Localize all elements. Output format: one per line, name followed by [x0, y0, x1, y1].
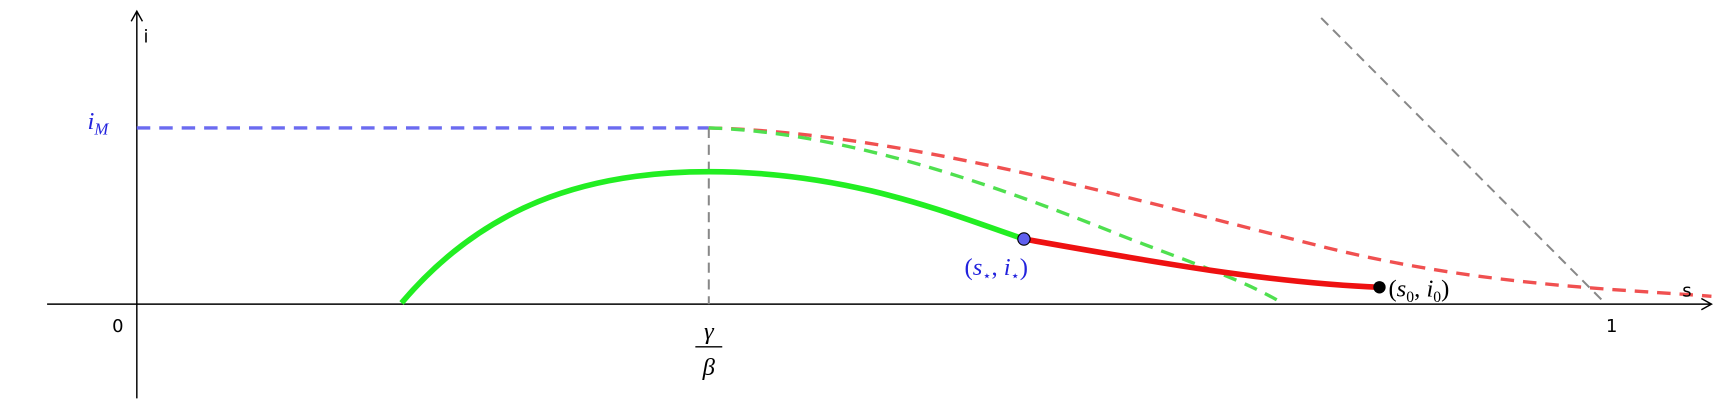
var: i [1004, 254, 1011, 281]
threshold-numerator: γ [704, 318, 715, 345]
red-dashed-trajectory [708, 126, 1712, 298]
sub: ⋆ [1011, 269, 1020, 285]
i-max-sub: M [93, 120, 109, 139]
star-point-label: (s⋆, i⋆) [965, 254, 1029, 285]
var: i [1426, 275, 1433, 302]
paren: ) [1020, 254, 1028, 281]
i-max-label: iM [87, 108, 109, 139]
initial-point-label: (s0, i0) [1388, 275, 1449, 306]
x-axis-label: s [1682, 280, 1691, 301]
paren: ( [1388, 275, 1396, 302]
comma: , [991, 254, 1003, 281]
paren: ) [1441, 275, 1449, 302]
red-trajectory [1023, 236, 1380, 291]
star-point [1017, 232, 1031, 246]
comma: , [1414, 275, 1426, 302]
green-trajectory [399, 168, 1025, 305]
var: s [1397, 275, 1407, 302]
threshold-denominator: β [702, 354, 716, 381]
sub: 0 [1406, 289, 1414, 306]
green-dashed-trajectory [708, 126, 1286, 306]
origin-label: 0 [112, 316, 123, 337]
x-one-label: 1 [1606, 316, 1617, 337]
initial-point [1373, 281, 1386, 294]
diagonal-line [1320, 17, 1607, 305]
y-axis-label: i [144, 27, 149, 48]
sub: ⋆ [982, 269, 991, 285]
i-max-base: i [87, 108, 94, 135]
var: s [973, 254, 983, 281]
paren: ( [965, 254, 973, 281]
sub: 0 [1433, 289, 1441, 306]
